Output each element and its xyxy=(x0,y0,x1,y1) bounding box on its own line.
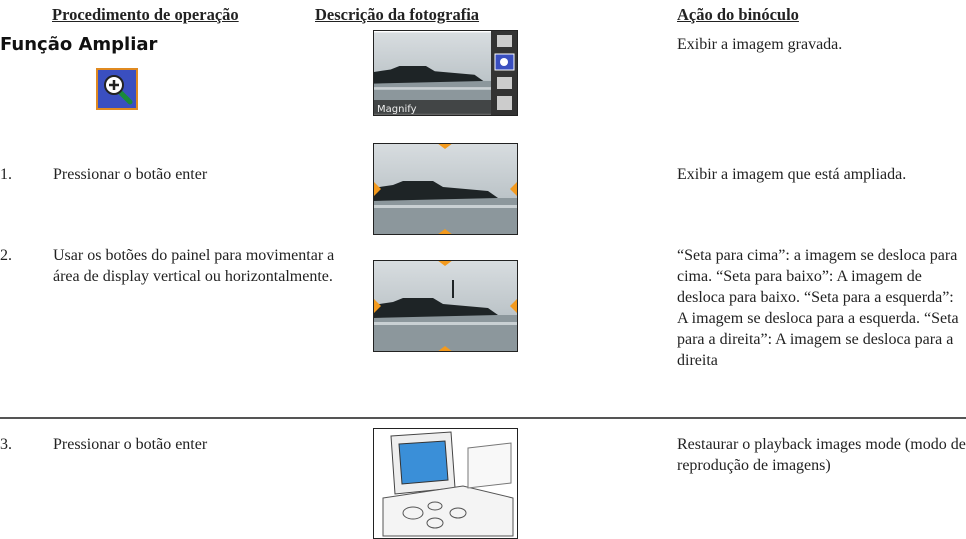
action-text: “Seta para cima”: a imagem se desloca pa… xyxy=(677,247,959,369)
column-header: Descrição da fotografia xyxy=(315,5,480,24)
action-text: Exibir a imagem gravada. xyxy=(677,36,843,53)
magnify-icon xyxy=(96,68,138,110)
photo xyxy=(373,260,518,352)
procedure-text: Usar os botões do painel para movimentar… xyxy=(53,247,335,285)
procedure-text: Pressionar o botão enter xyxy=(53,166,208,183)
action-text: Restaurar o playback images mode (modo d… xyxy=(677,436,966,474)
photo-label: Magnify xyxy=(377,104,417,115)
step-number: 1. xyxy=(0,166,12,183)
photo: Magnify xyxy=(373,30,518,116)
divider xyxy=(0,417,966,419)
step-number: 2. xyxy=(0,247,12,264)
photo xyxy=(373,143,518,235)
step-number: 3. xyxy=(0,436,12,453)
procedure-text: Pressionar o botão enter xyxy=(53,436,208,453)
column-header: Ação do binóculo xyxy=(677,5,799,24)
section-title: Função Ampliar xyxy=(0,34,158,55)
device-drawing xyxy=(373,428,518,539)
action-text: Exibir a imagem que está ampliada. xyxy=(677,166,907,183)
column-header: Procedimento de operação xyxy=(52,5,239,24)
